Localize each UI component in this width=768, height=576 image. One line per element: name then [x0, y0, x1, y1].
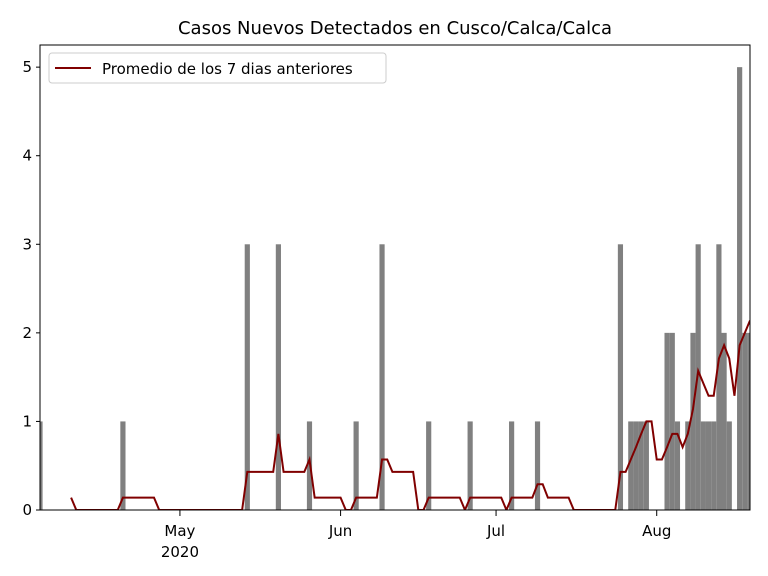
- bar: [628, 421, 634, 510]
- bar: [509, 421, 515, 510]
- avg-line: [70, 320, 750, 510]
- bar: [353, 421, 359, 510]
- y-tick-label: 1: [22, 412, 32, 430]
- bar: [711, 421, 717, 510]
- bar: [742, 332, 748, 510]
- bar: [638, 421, 644, 510]
- x-tick-label: Aug: [642, 522, 671, 540]
- y-tick-label: 3: [22, 235, 32, 253]
- bar: [467, 421, 473, 510]
- bar: [664, 332, 670, 510]
- bar: [643, 421, 649, 510]
- chart-title: Casos Nuevos Detectados en Cusco/Calca/C…: [178, 18, 612, 39]
- bar: [534, 421, 541, 510]
- y-tick-label: 4: [22, 147, 32, 165]
- bar: [690, 332, 696, 510]
- bar: [617, 244, 624, 510]
- axes-frame: [39, 44, 751, 511]
- bar: [700, 421, 706, 510]
- bar: [275, 244, 281, 510]
- bar: [726, 421, 732, 510]
- bar: [674, 421, 681, 510]
- bar: [379, 244, 385, 510]
- x-tick-label: Jun: [328, 522, 352, 540]
- y-tick-label: 5: [22, 58, 32, 76]
- bar: [705, 421, 712, 510]
- bar: [685, 421, 691, 510]
- bar: [669, 332, 675, 510]
- bar: [747, 332, 750, 510]
- legend-label: Promedio de los 7 dias anteriores: [102, 60, 353, 78]
- bar: [721, 332, 727, 510]
- legend: Promedio de los 7 dias anteriores: [48, 52, 387, 84]
- bar: [737, 67, 743, 510]
- x-tick-label: Jul: [486, 522, 505, 540]
- bar: [120, 421, 126, 510]
- legend-box: [48, 52, 387, 84]
- plot-area: [40, 67, 750, 510]
- bar: [633, 421, 639, 510]
- bar: [716, 244, 722, 510]
- x-tick-label: May 2020: [161, 522, 199, 561]
- y-tick-label: 0: [22, 501, 32, 519]
- bar: [244, 244, 250, 510]
- y-tick-label: 2: [22, 324, 32, 342]
- bar: [40, 421, 43, 510]
- bar: [426, 421, 432, 510]
